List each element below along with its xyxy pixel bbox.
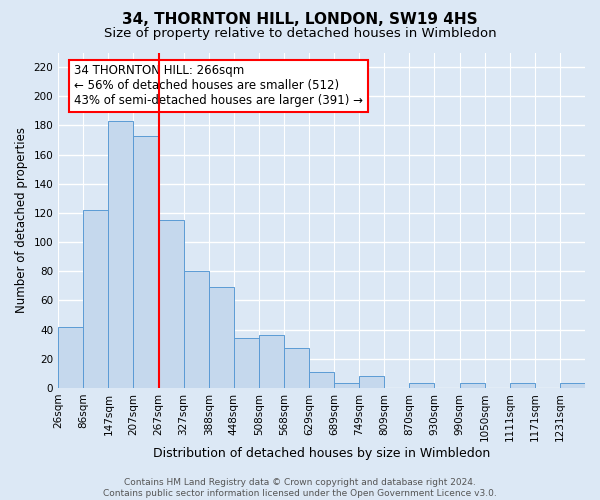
- Bar: [83, 210, 109, 388]
- Bar: [184, 271, 209, 388]
- Bar: [334, 384, 359, 388]
- Y-axis label: Number of detached properties: Number of detached properties: [15, 127, 28, 313]
- Bar: [309, 372, 334, 388]
- Bar: [234, 338, 259, 388]
- Bar: [460, 384, 485, 388]
- Bar: [560, 384, 585, 388]
- Bar: [158, 220, 184, 388]
- Bar: [409, 384, 434, 388]
- Bar: [209, 287, 234, 388]
- Text: Contains HM Land Registry data © Crown copyright and database right 2024.
Contai: Contains HM Land Registry data © Crown c…: [103, 478, 497, 498]
- Bar: [109, 121, 133, 388]
- Bar: [284, 348, 309, 388]
- Text: Size of property relative to detached houses in Wimbledon: Size of property relative to detached ho…: [104, 28, 496, 40]
- Bar: [510, 384, 535, 388]
- Text: 34, THORNTON HILL, LONDON, SW19 4HS: 34, THORNTON HILL, LONDON, SW19 4HS: [122, 12, 478, 28]
- Text: 34 THORNTON HILL: 266sqm
← 56% of detached houses are smaller (512)
43% of semi-: 34 THORNTON HILL: 266sqm ← 56% of detach…: [74, 64, 363, 107]
- Bar: [133, 136, 158, 388]
- X-axis label: Distribution of detached houses by size in Wimbledon: Distribution of detached houses by size …: [153, 447, 490, 460]
- Bar: [359, 376, 385, 388]
- Bar: [58, 326, 83, 388]
- Bar: [259, 336, 284, 388]
